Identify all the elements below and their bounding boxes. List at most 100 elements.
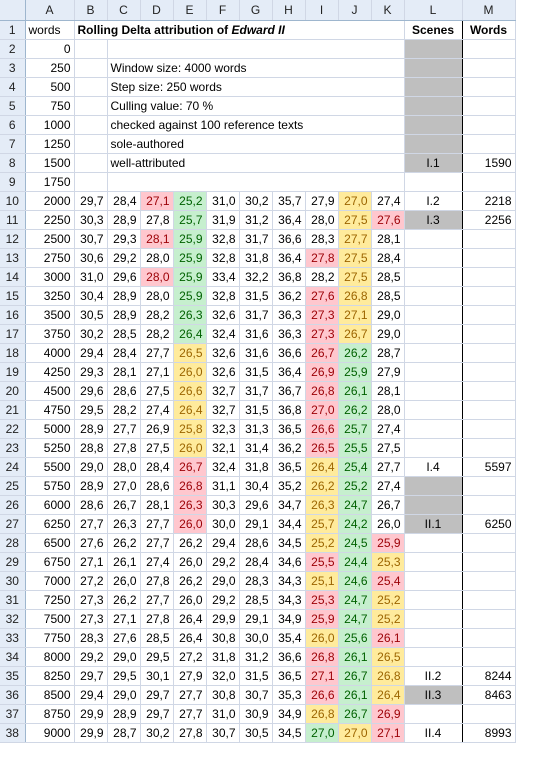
scene-cell[interactable] (403, 552, 463, 572)
row-header[interactable]: 19 (0, 362, 26, 382)
scene-cell[interactable] (403, 476, 463, 496)
scene-words-cell[interactable]: 8244 (462, 666, 516, 686)
delta-cell[interactable]: 25,5 (305, 552, 339, 572)
delta-cell[interactable]: 27,7 (74, 514, 108, 534)
delta-cell[interactable]: 27,5 (338, 267, 372, 287)
cell-b[interactable] (74, 134, 108, 154)
word-offset-cell[interactable]: 2000 (25, 191, 75, 211)
delta-cell[interactable]: 26,4 (173, 628, 207, 648)
delta-cell[interactable]: 27,5 (338, 210, 372, 230)
note-cell[interactable]: sole-authored (107, 134, 405, 154)
sheet-title[interactable]: Rolling Delta attribution of Edward II (74, 20, 405, 40)
delta-cell[interactable]: 34,3 (272, 571, 306, 591)
note-cell[interactable]: Culling value: 70 % (107, 96, 405, 116)
scene-cell[interactable] (403, 248, 463, 268)
delta-cell[interactable]: 26,4 (173, 609, 207, 629)
delta-cell[interactable]: 26,1 (338, 647, 372, 667)
delta-cell[interactable]: 28,6 (239, 533, 273, 553)
delta-cell[interactable]: 28,6 (74, 495, 108, 515)
word-offset-cell[interactable]: 1750 (25, 172, 75, 192)
delta-cell[interactable]: 28,9 (107, 286, 141, 306)
delta-cell[interactable]: 32,7 (206, 381, 240, 401)
delta-cell[interactable]: 36,5 (272, 457, 306, 477)
delta-cell[interactable]: 36,5 (272, 666, 306, 686)
scene-words-cell[interactable] (462, 77, 516, 97)
delta-cell[interactable]: 25,9 (338, 362, 372, 382)
delta-cell[interactable]: 27,1 (107, 609, 141, 629)
delta-cell[interactable]: 29,1 (239, 609, 273, 629)
row-header[interactable]: 10 (0, 191, 26, 211)
column-header-k[interactable]: K (371, 0, 405, 21)
delta-cell[interactable]: 29,6 (239, 495, 273, 515)
scene-cell[interactable] (403, 533, 463, 553)
delta-cell[interactable]: 27,1 (140, 362, 174, 382)
delta-cell[interactable]: 27,6 (74, 533, 108, 553)
delta-cell[interactable]: 25,7 (305, 514, 339, 534)
word-offset-cell[interactable]: 4250 (25, 362, 75, 382)
scene-words-cell[interactable] (462, 495, 516, 515)
delta-cell[interactable]: 26,9 (305, 362, 339, 382)
word-offset-cell[interactable]: 7000 (25, 571, 75, 591)
row-header[interactable]: 27 (0, 514, 26, 534)
delta-cell[interactable]: 25,9 (305, 609, 339, 629)
delta-cell[interactable]: 26,8 (305, 704, 339, 724)
column-header-b[interactable]: B (74, 0, 108, 21)
delta-cell[interactable]: 34,7 (272, 495, 306, 515)
delta-cell[interactable]: 30,2 (140, 723, 174, 743)
scene-words-cell[interactable] (462, 552, 516, 572)
delta-cell[interactable]: 28,4 (107, 191, 141, 211)
scene-words-cell[interactable] (462, 609, 516, 629)
scene-cell[interactable]: I.2 (403, 191, 463, 211)
scenes-header[interactable]: Scenes (403, 20, 463, 40)
delta-cell[interactable]: 36,4 (272, 362, 306, 382)
scene-cell[interactable] (403, 39, 463, 59)
delta-cell[interactable]: 31,5 (239, 362, 273, 382)
delta-cell[interactable]: 30,0 (239, 628, 273, 648)
delta-cell[interactable]: 26,2 (338, 400, 372, 420)
row-header[interactable]: 6 (0, 115, 26, 135)
scene-words-cell[interactable] (462, 248, 516, 268)
delta-cell[interactable]: 28,5 (371, 286, 405, 306)
delta-cell[interactable]: 36,6 (272, 343, 306, 363)
delta-cell[interactable]: 31,5 (239, 666, 273, 686)
delta-cell[interactable]: 28,0 (107, 457, 141, 477)
delta-cell[interactable]: 31,5 (239, 400, 273, 420)
delta-cell[interactable]: 27,0 (305, 400, 339, 420)
delta-cell[interactable]: 28,2 (305, 267, 339, 287)
delta-cell[interactable]: 27,4 (371, 419, 405, 439)
delta-cell[interactable]: 25,9 (173, 229, 207, 249)
delta-cell[interactable]: 26,4 (173, 324, 207, 344)
delta-cell[interactable]: 30,5 (74, 305, 108, 325)
delta-cell[interactable]: 30,2 (74, 324, 108, 344)
scene-cell[interactable] (403, 96, 463, 116)
delta-cell[interactable]: 26,8 (173, 476, 207, 496)
delta-cell[interactable]: 25,6 (338, 628, 372, 648)
row-header[interactable]: 5 (0, 96, 26, 116)
column-header-h[interactable]: H (272, 0, 306, 21)
scene-words-cell[interactable] (462, 381, 516, 401)
delta-cell[interactable]: 28,6 (107, 381, 141, 401)
delta-cell[interactable]: 27,9 (305, 191, 339, 211)
word-offset-cell[interactable]: 0 (25, 39, 75, 59)
word-offset-cell[interactable]: 7750 (25, 628, 75, 648)
delta-cell[interactable]: 36,5 (272, 419, 306, 439)
delta-cell[interactable]: 26,1 (338, 381, 372, 401)
delta-cell[interactable]: 28,9 (107, 210, 141, 230)
delta-cell[interactable]: 24,2 (338, 514, 372, 534)
word-offset-cell[interactable]: 9000 (25, 723, 75, 743)
scene-words-cell[interactable] (462, 628, 516, 648)
delta-cell[interactable]: 28,4 (239, 552, 273, 572)
row-header[interactable]: 26 (0, 495, 26, 515)
scene-cell[interactable] (403, 115, 463, 135)
scene-cell[interactable]: I.4 (403, 457, 463, 477)
scene-cell[interactable] (403, 286, 463, 306)
delta-cell[interactable]: 30,7 (239, 685, 273, 705)
delta-cell[interactable]: 26,7 (338, 666, 372, 686)
delta-cell[interactable]: 24,7 (338, 590, 372, 610)
delta-cell[interactable]: 28,1 (107, 362, 141, 382)
delta-cell[interactable]: 26,0 (173, 362, 207, 382)
scene-cell[interactable] (403, 229, 463, 249)
cell-b[interactable] (74, 153, 108, 173)
delta-cell[interactable]: 28,0 (371, 400, 405, 420)
word-offset-cell[interactable]: 250 (25, 58, 75, 78)
